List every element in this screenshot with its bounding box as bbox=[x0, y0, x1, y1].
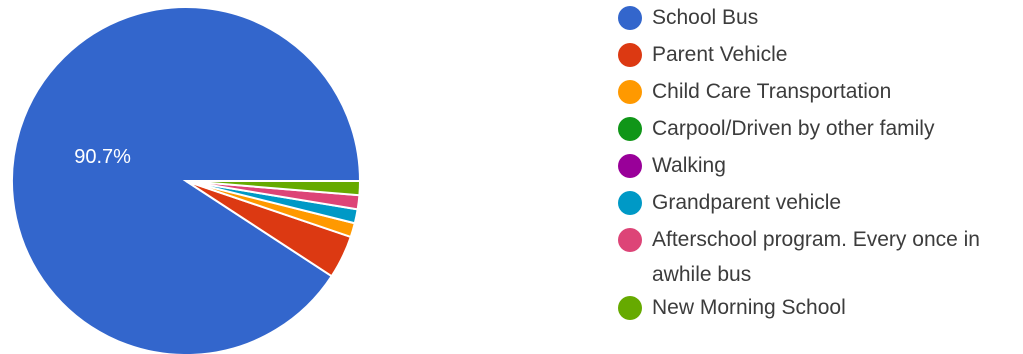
pie-slice-label-0: 90.7% bbox=[74, 146, 131, 168]
legend-label: Child Care Transportation bbox=[652, 80, 892, 103]
pie-chart: 90.7% bbox=[11, 6, 362, 354]
legend-swatch bbox=[618, 117, 642, 141]
legend-label: New Morning School bbox=[652, 296, 846, 319]
legend-item: Grandparent vehicle bbox=[618, 185, 841, 220]
legend-item: New Morning School bbox=[618, 290, 846, 325]
legend-label: Afterschool program. Every once in awhil… bbox=[652, 228, 980, 286]
legend-label: Walking bbox=[652, 154, 726, 177]
legend-item: School Bus bbox=[618, 0, 758, 35]
legend-swatch bbox=[618, 6, 642, 30]
legend-label: Parent Vehicle bbox=[652, 43, 788, 66]
legend-label: Carpool/Driven by other family bbox=[652, 117, 935, 140]
legend-item: Parent Vehicle bbox=[618, 37, 787, 72]
legend-item: Walking bbox=[618, 148, 726, 183]
legend-swatch bbox=[618, 191, 642, 215]
legend-swatch bbox=[618, 296, 642, 320]
pie-slice-7 bbox=[185, 180, 362, 197]
legend-label: School Bus bbox=[652, 6, 759, 29]
legend-item: Carpool/Driven by other family bbox=[618, 111, 934, 146]
legend-item: Child Care Transportation bbox=[618, 74, 891, 109]
legend-swatch bbox=[618, 228, 642, 252]
legend-label: Grandparent vehicle bbox=[652, 191, 842, 214]
legend-swatch bbox=[618, 43, 642, 67]
legend-swatch bbox=[618, 154, 642, 178]
legend-item: Afterschool program. Every once in awhil… bbox=[618, 222, 1018, 292]
legend-swatch bbox=[618, 80, 642, 104]
